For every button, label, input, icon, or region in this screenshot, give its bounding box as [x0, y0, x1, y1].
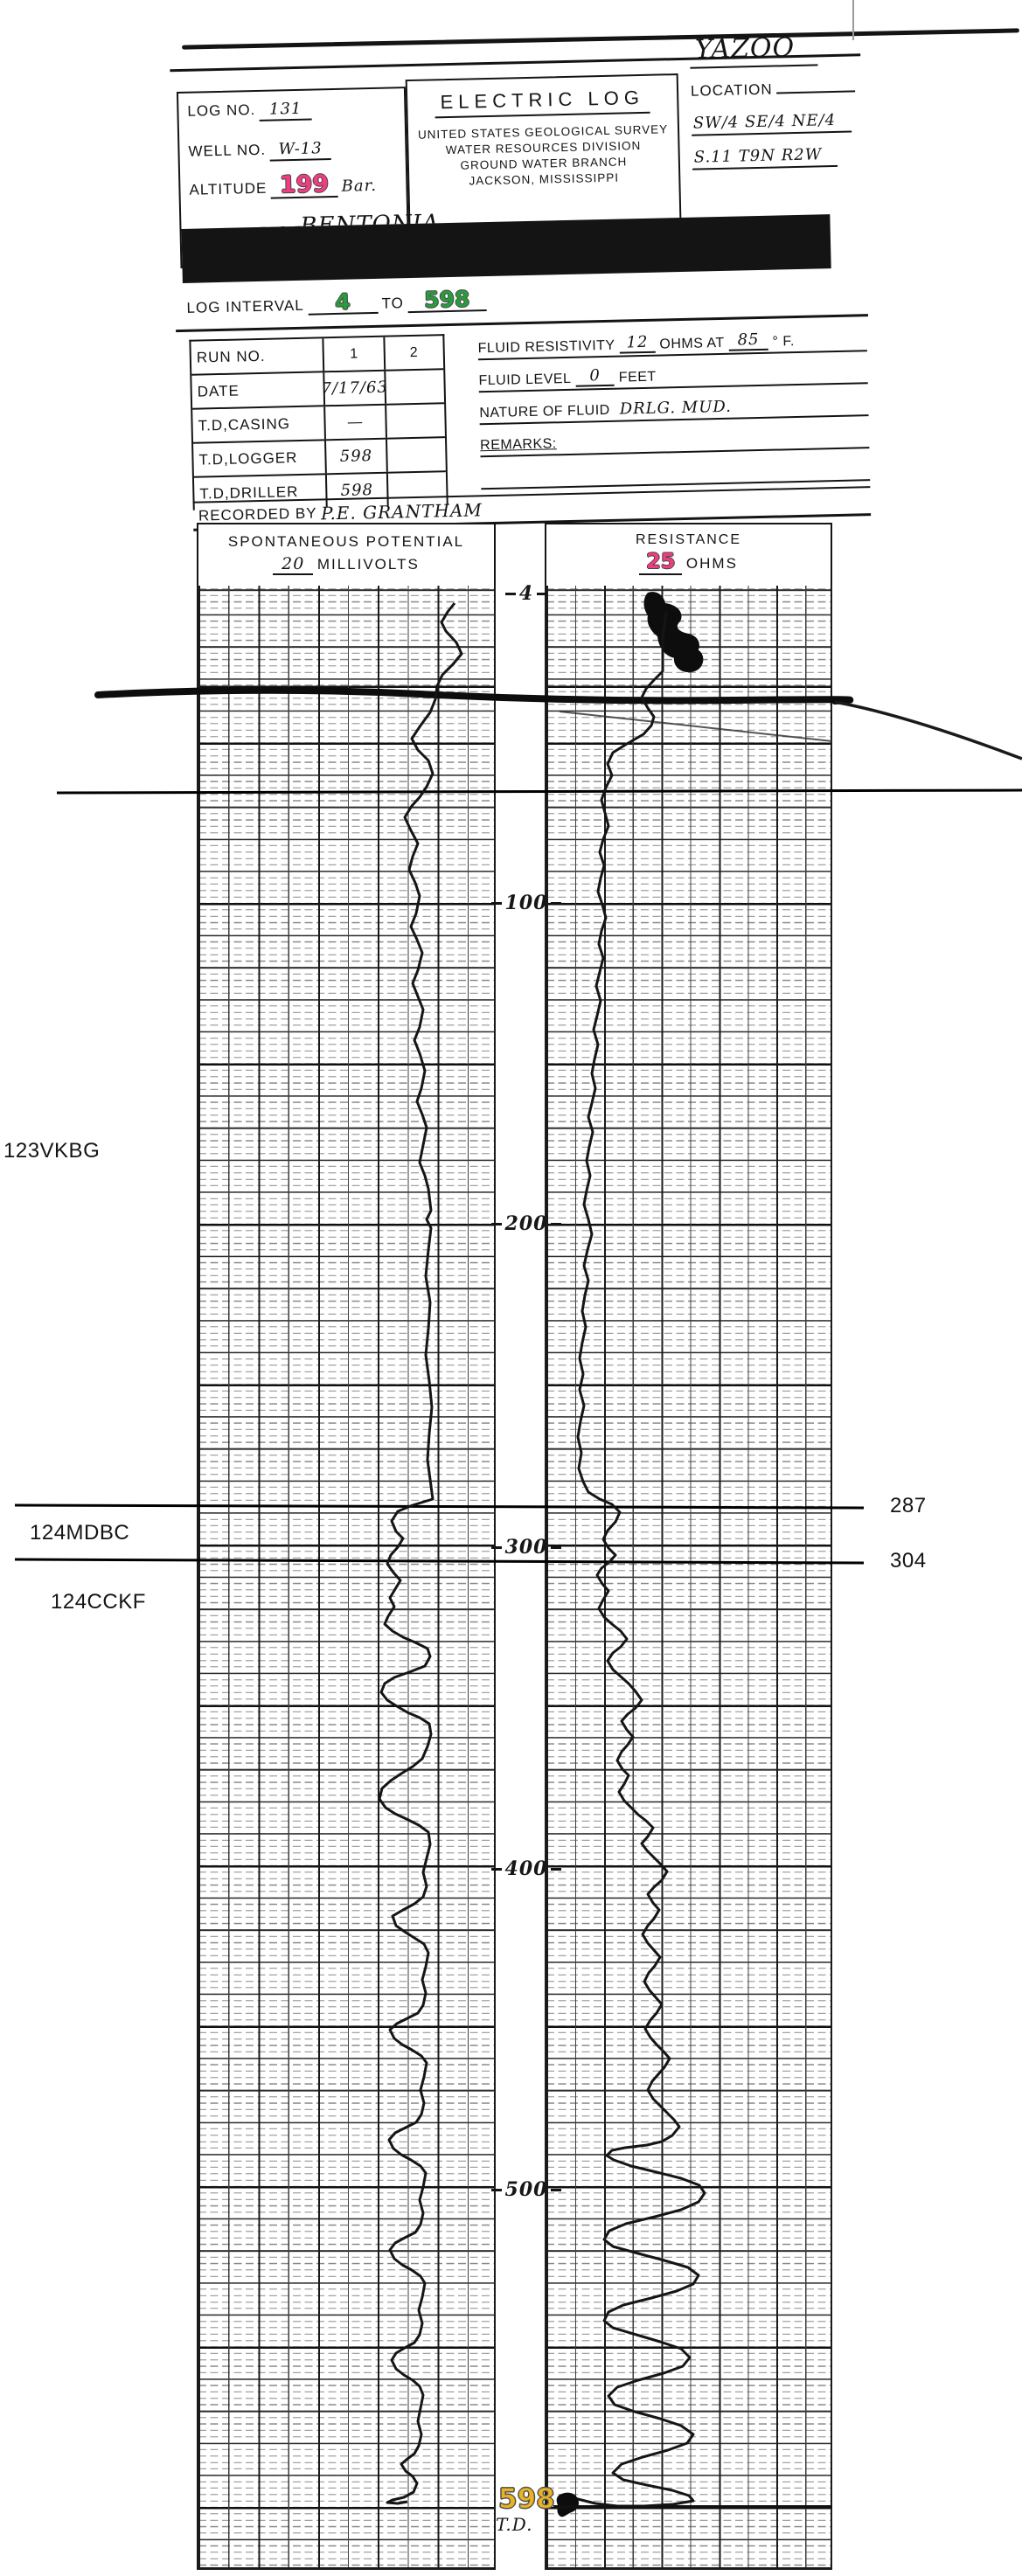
scan-band-secondary [559, 711, 833, 742]
resistance-curve-blob2 [673, 647, 704, 673]
depth-tick-dash [490, 1867, 502, 1871]
depth-tick-dash [551, 1867, 562, 1871]
depth-label-4: 4 [490, 581, 562, 606]
depth-tick-dash [490, 901, 502, 905]
depth-tick-dash [537, 592, 548, 595]
depth-label-400: 400 [490, 1857, 562, 1881]
aquifer-code-124CCKF: 124CCKF [51, 1590, 146, 1614]
resistance-track-grid [545, 586, 832, 2570]
annotation-line-287 [14, 1503, 865, 1510]
sp-legend-cell: SPONTANEOUS POTENTIAL 20 MILLIVOLTS [197, 523, 496, 587]
resistance-curve-blob [643, 592, 699, 659]
depth-tick-dash [551, 901, 562, 905]
depth-callout-304: 304 [890, 1549, 927, 1573]
sp-units: MILLIVOLTS [316, 556, 420, 573]
td-depth-rule [553, 2505, 832, 2509]
sp-title: SPONTANEOUS POTENTIAL [227, 533, 465, 550]
resistance-curve [567, 611, 706, 2508]
depth-tick-dash [490, 1222, 502, 1226]
depth-tick-dash [551, 2188, 562, 2191]
total-depth-label: T.D. [496, 2514, 533, 2535]
annotation-line-upper [56, 788, 1022, 795]
depth-label-300: 300 [490, 1535, 562, 1559]
scan-edge-tick [852, 0, 854, 40]
depth-tick-dash [490, 2188, 502, 2191]
sp-track-grid [197, 586, 496, 2570]
scan-band-tail [834, 700, 1022, 760]
depth-label-500: 500 [490, 2177, 562, 2202]
depth-tick-dash [551, 1545, 562, 1549]
aquifer-code-123VKBG: 123VKBG [3, 1139, 101, 1163]
depth-tick-dash [551, 1222, 562, 1226]
depth-tick-dash [504, 592, 516, 595]
annotation-line-304 [14, 1558, 865, 1565]
sp-scale-value: 20 [273, 554, 314, 575]
depth-callout-287: 287 [890, 1494, 927, 1517]
depth-label-200: 200 [490, 1212, 562, 1236]
aquifer-code-124MDBC: 124MDBC [30, 1521, 130, 1545]
total-depth-value: 598 [498, 2483, 556, 2515]
depth-label-100: 100 [490, 891, 562, 915]
resistance-units: OHMS [685, 555, 738, 572]
depth-tick-dash [490, 1545, 502, 1549]
sp-curve [378, 602, 463, 2505]
scan-band-artifact [94, 686, 854, 705]
resistance-td-blob [556, 2492, 579, 2517]
resistance-scale-value: 25 [639, 549, 683, 575]
resistance-title: RESISTANCE [635, 532, 742, 547]
